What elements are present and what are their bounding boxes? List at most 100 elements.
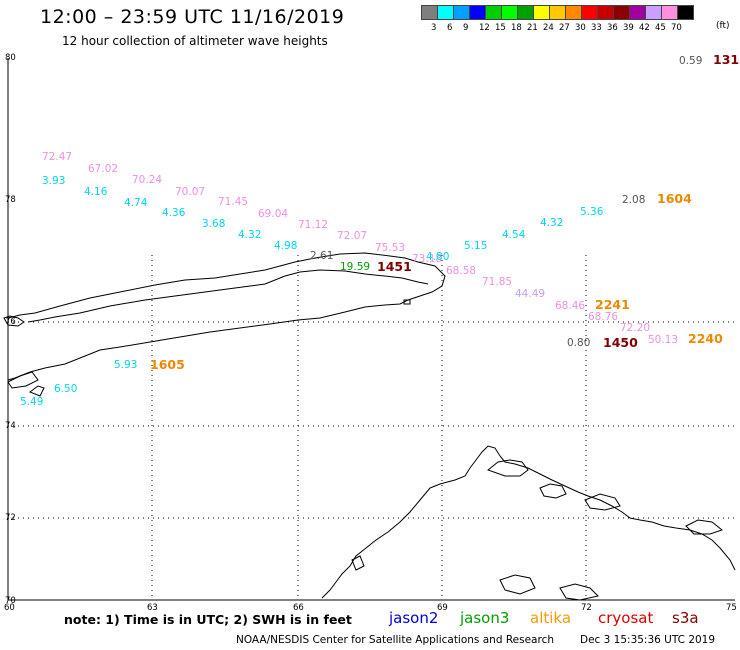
map-title: 12:00 – 23:59 UTC 11/16/2019 (40, 6, 345, 28)
color-scale-swatch: 30 (565, 5, 586, 33)
color-scale-label: 33 (591, 23, 602, 33)
wave-height-label: 2.08 (622, 194, 645, 206)
wave-height-label: 4.32 (540, 217, 563, 229)
lat-label: 78 (5, 195, 16, 205)
wave-height-label: 0.59 (679, 55, 702, 67)
color-scale-label: 3 (431, 23, 437, 33)
wave-height-label: 4.32 (238, 229, 261, 241)
lon-label: 63 (147, 603, 158, 613)
lat-label: 70 (5, 596, 16, 606)
color-scale-label: 12 (479, 23, 490, 33)
color-scale-swatch: 36 (597, 5, 618, 33)
color-scale-swatch: 18 (501, 5, 522, 33)
wave-height-label: 50.13 (648, 334, 678, 346)
lon-label: 69 (437, 603, 448, 613)
footer-agency: NOAA/NESDIS Center for Satellite Applica… (236, 634, 554, 646)
wave-height-label: 3.68 (202, 218, 225, 230)
color-scale-swatch: 45 (645, 5, 666, 33)
color-scale-legend: 3 6 9 12 15 18 21 24 27 30 33 36 39 42 45 70 (421, 5, 694, 33)
footnote: note: 1) Time is in UTC; 2) SWH is in fe… (64, 612, 352, 627)
color-scale-label: 45 (655, 23, 666, 33)
lon-labels: 60 63 66 69 72 75 (4, 603, 737, 613)
pass-time-label: 131 (713, 52, 739, 67)
color-scale-swatch (677, 5, 694, 20)
wave-height-label: 71.12 (298, 219, 328, 231)
wave-height-label: 68.58 (446, 265, 476, 277)
lon-label: 66 (293, 603, 304, 613)
color-scale-label: 70 (671, 23, 682, 33)
lat-label: 76 (5, 317, 16, 327)
lat-label: 72 (5, 513, 16, 523)
coastline (3, 252, 736, 601)
legend-altika: altika (530, 609, 572, 627)
color-scale-label: 39 (623, 23, 634, 33)
pass-times: 1451 1604 2241 1450 2240 1605 131 (150, 52, 739, 372)
color-scale-label: 21 (527, 23, 538, 33)
color-scale-swatch: 6 (437, 5, 454, 33)
wave-height-label: 3.93 (42, 175, 65, 187)
wave-height-label: 69.04 (258, 208, 288, 220)
lat-label: 74 (5, 421, 16, 431)
color-scale-swatch: 42 (629, 5, 650, 33)
wave-height-label: 4.98 (274, 240, 297, 252)
wave-height-label: 19.59 (340, 261, 370, 273)
color-scale-label: 27 (559, 23, 570, 33)
color-scale-swatch: 27 (549, 5, 570, 33)
lon-label: 72 (581, 603, 592, 613)
wave-height-label: 0.80 (567, 337, 590, 349)
wave-heights: 72.47 67.02 70.24 70.07 71.45 69.04 71.1… (20, 55, 702, 408)
wave-height-label: 75.53 (375, 242, 405, 254)
wave-height-label: 72.20 (620, 322, 650, 334)
legend-jason3: jason3 (460, 609, 510, 627)
color-scale-swatch: 15 (485, 5, 506, 33)
graticule (8, 255, 735, 600)
wave-height-label: 68.46 (555, 300, 585, 312)
color-scale-swatch: 70 (661, 5, 682, 33)
footer: NOAA/NESDIS Center for Satellite Applica… (236, 634, 715, 646)
wave-height-label: 5.36 (580, 206, 604, 218)
wave-height-label: 5.93 (114, 359, 137, 371)
color-scale-swatch: 33 (581, 5, 602, 33)
wave-height-label: 5.15 (464, 240, 487, 252)
color-scale-label: 6 (447, 23, 453, 33)
color-scale-swatch: 24 (533, 5, 554, 33)
wave-height-label: 5.49 (20, 396, 43, 408)
lon-label: 75 (726, 603, 737, 613)
wave-height-label: 4.16 (84, 186, 108, 198)
wave-height-label: 72.07 (337, 230, 367, 242)
lon-label: 60 (4, 603, 15, 613)
wave-height-label: 71.45 (218, 196, 248, 208)
wave-height-label: 4.54 (502, 229, 526, 241)
pass-time-label: 2241 (595, 297, 630, 312)
pass-time-label: 1604 (657, 191, 692, 206)
map-subtitle: 12 hour collection of altimeter wave hei… (62, 34, 328, 48)
lat-label: 80 (5, 53, 16, 63)
color-scale-label: 42 (639, 23, 650, 33)
color-scale-label: 24 (543, 23, 554, 33)
pass-time-label: 1451 (377, 259, 412, 274)
axis-frame (7, 58, 735, 601)
wave-height-label: 70.07 (175, 186, 205, 198)
wave-height-label: 72.47 (42, 151, 72, 163)
color-scale-swatch: 3 (421, 5, 438, 33)
wave-height-label: 73.18 (412, 253, 442, 265)
wave-height-label: 2.61 (310, 250, 333, 262)
wave-height-label: 4.74 (124, 197, 148, 209)
wave-height-label: 44.49 (515, 288, 545, 300)
color-scale-unit: (ft) (716, 21, 730, 31)
color-scale-label: 18 (511, 23, 522, 33)
wave-height-label: 71.85 (482, 276, 512, 288)
pass-time-label: 1605 (150, 357, 185, 372)
wave-height-label: 4.36 (162, 207, 186, 219)
color-scale-label: 30 (575, 23, 586, 33)
color-scale-swatch: 9 (453, 5, 470, 33)
color-scale-label: 36 (607, 23, 618, 33)
color-scale-swatch: 39 (613, 5, 634, 33)
footer-date: Dec 3 15:35:36 UTC 2019 (580, 634, 716, 646)
wave-height-label: 67.02 (88, 163, 118, 175)
pass-time-label: 1450 (603, 335, 638, 350)
color-scale-swatch: 12 (469, 5, 490, 33)
wave-height-label: 6.50 (54, 383, 77, 395)
legend-cryosat: cryosat (598, 609, 654, 627)
